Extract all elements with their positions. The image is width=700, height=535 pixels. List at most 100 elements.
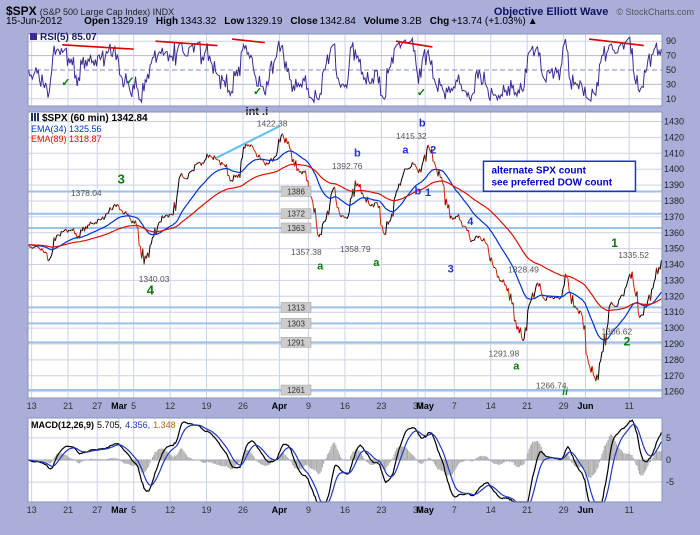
- x-axis-label: 23: [376, 401, 386, 411]
- price-series-up: [29, 133, 662, 382]
- x-axis-label: 21: [522, 505, 532, 515]
- x-axis-label: Mar: [111, 505, 128, 515]
- x-axis-label: 29: [559, 401, 569, 411]
- quote-low: Low 1329.19: [224, 16, 282, 27]
- wave-annotation: a: [317, 260, 324, 272]
- wave-annotation: 1: [425, 187, 431, 199]
- ema34-line: [28, 150, 662, 341]
- x-axis-label: 26: [238, 401, 248, 411]
- x-axis-label: 16: [340, 401, 350, 411]
- macd-panel-border: [27, 417, 663, 503]
- macd-hist-value: 1.348: [153, 420, 176, 430]
- quote-volume: Volume 3.2B: [364, 16, 422, 27]
- x-axis-label: Apr: [272, 505, 288, 515]
- price-axis-label: 1410: [664, 148, 684, 158]
- x-axis-label: Apr: [272, 401, 288, 411]
- pivot-label: 1372: [287, 210, 305, 219]
- x-axis-label: 16: [340, 505, 350, 515]
- chart-date: 15-Jun-2012: [6, 16, 63, 27]
- macd-signal-line: [28, 423, 662, 503]
- price-axis-label: 1420: [664, 132, 684, 142]
- macd-axis-label: 0: [666, 455, 671, 465]
- rsi-label-text: RSI(5) 85.07: [40, 32, 97, 43]
- rsi-axis-label: 10: [666, 94, 676, 104]
- price-axis-label: 1260: [664, 387, 684, 397]
- change-label: Chg: [429, 16, 450, 27]
- green-check-icon: ✓: [61, 77, 70, 89]
- volume-label: Volume: [363, 16, 400, 27]
- high-label: High: [155, 16, 179, 27]
- low-label: Low: [224, 16, 245, 27]
- price-series-down: [28, 133, 661, 382]
- wave-annotation: a: [513, 360, 520, 372]
- ema34-label: EMA(34) 1325.56: [31, 124, 102, 134]
- rsi-indicator-label: RSI(5) 85.07: [30, 32, 97, 43]
- rsi-line: [28, 36, 662, 105]
- macd-indicator-label: MACD(12,26,9) 5.705, 4.356, 1.348: [31, 420, 176, 430]
- wave-annotation: 2: [624, 335, 631, 349]
- wave-annotation: 1340.03: [139, 274, 170, 284]
- close-label: Close: [290, 16, 318, 27]
- x-axis-label: 21: [522, 401, 532, 411]
- x-axis-label: 7: [452, 401, 457, 411]
- rsi-axis-label: 50: [666, 65, 676, 75]
- wave-annotation: 1422.38: [257, 118, 288, 128]
- wave-annotation: 1415.32: [396, 131, 427, 141]
- green-check-icon: ✓: [253, 86, 262, 98]
- price-series-label: $SPX (60 min) 1342.84: [31, 113, 148, 124]
- pivot-label-box: [280, 337, 312, 348]
- x-axis-label: 21: [63, 401, 73, 411]
- change-up-icon: ▲: [527, 16, 538, 27]
- wave-annotation: 2: [430, 144, 436, 156]
- quote-open: Open 1329.19: [84, 16, 148, 27]
- x-axis-label: 29: [559, 505, 569, 515]
- x-axis-label: 27: [92, 505, 102, 515]
- price-axis-label: 1360: [664, 228, 684, 238]
- x-axis-label: Jun: [577, 505, 593, 515]
- price-axis-label: 1430: [664, 117, 684, 127]
- brand-block: Objective Elliott Wave © StockCharts.com: [494, 2, 694, 20]
- x-axis-label: Jun: [577, 401, 593, 411]
- price-axis-label: 1370: [664, 212, 684, 222]
- pivot-label: 1386: [287, 187, 305, 196]
- quote-row: 15-Jun-2012 Open 1329.19 High 1343.32 Low 1…: [6, 16, 694, 27]
- x-axis-label: 27: [92, 401, 102, 411]
- price-axis-label: 1310: [664, 307, 684, 317]
- rsi-axis-label: 90: [666, 36, 676, 46]
- open-label: Open: [84, 16, 110, 27]
- rsi-divergence-trendline: [231, 38, 265, 44]
- copyright-link[interactable]: © StockCharts.com: [616, 7, 694, 17]
- quote-high: High 1343.32: [156, 16, 216, 27]
- pivot-label: 1291: [287, 338, 305, 347]
- wave-annotation: ii: [562, 387, 568, 398]
- quote-close: Close 1342.84: [290, 16, 355, 27]
- x-axis-label: 11: [625, 505, 634, 515]
- x-axis-label: 13: [27, 505, 37, 515]
- watermark-brand: Objective Elliott Wave: [493, 6, 609, 18]
- wave-annotation: 1266.74: [536, 380, 567, 390]
- x-axis-label: 5: [131, 505, 136, 515]
- x-axis-label: 9: [306, 505, 311, 515]
- wave-annotation: 1291.98: [488, 349, 519, 359]
- x-axis-label: 26: [238, 505, 248, 515]
- rsi-panel-border: [27, 33, 663, 107]
- wave-annotation: b: [354, 147, 361, 159]
- pivot-label: 1363: [287, 224, 305, 233]
- x-axis-label: May: [416, 401, 434, 411]
- price-axis-label: 1400: [664, 164, 684, 174]
- price-axis-label: 1290: [664, 339, 684, 349]
- chart-header: $SPX (S&P 500 Large Cap Index) INDX Objec…: [0, 0, 700, 30]
- symbol-description: (S&P 500 Large Cap Index) INDX: [39, 7, 175, 17]
- x-axis-label: 19: [202, 505, 212, 515]
- x-axis-label: 9: [306, 401, 311, 411]
- pivot-label: 1261: [287, 386, 305, 395]
- low-value: 1329.19: [246, 16, 283, 27]
- wave-annotation: 1378.04: [71, 188, 102, 198]
- ema89-line: [28, 163, 662, 312]
- price-axis-label: 1390: [664, 180, 684, 190]
- x-axis-label: 5: [131, 401, 136, 411]
- rsi-swatch-icon: [30, 33, 37, 40]
